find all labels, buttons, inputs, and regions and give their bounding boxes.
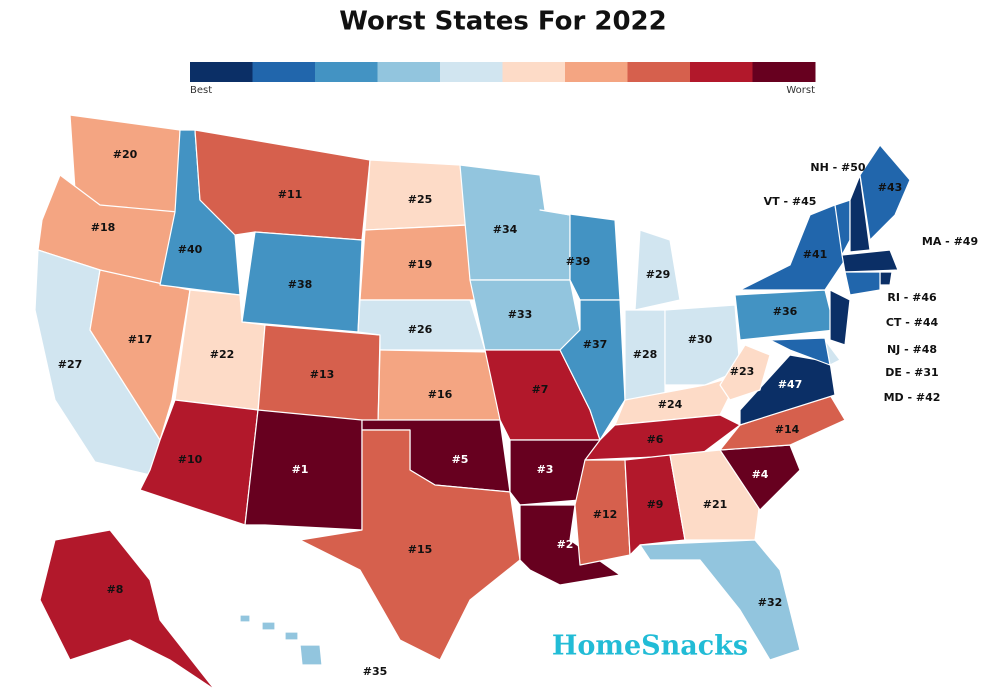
state-rank: DE - #31 bbox=[885, 366, 938, 379]
state bbox=[639, 539, 801, 661]
state-rank: #6 bbox=[647, 433, 664, 446]
state-rank: #21 bbox=[703, 498, 728, 511]
state-rank: #35 bbox=[363, 665, 388, 678]
state-rank: #43 bbox=[878, 181, 903, 194]
state-rank: #28 bbox=[633, 348, 658, 361]
state bbox=[509, 439, 601, 506]
state-rank: #22 bbox=[210, 348, 235, 361]
state-rank: #47 bbox=[778, 378, 803, 391]
state bbox=[559, 299, 626, 441]
state-rank: #30 bbox=[688, 333, 713, 346]
state-rank: #27 bbox=[58, 358, 83, 371]
state-rank: #34 bbox=[493, 223, 518, 236]
state bbox=[859, 144, 911, 241]
state-rank: #23 bbox=[730, 365, 755, 378]
state-rank: #16 bbox=[428, 388, 453, 401]
state-rank: NH - #50 bbox=[810, 161, 866, 174]
state-rank: #5 bbox=[452, 453, 469, 466]
state-rank: #26 bbox=[408, 323, 433, 336]
state bbox=[284, 631, 299, 641]
state bbox=[769, 337, 831, 366]
state-rank: #12 bbox=[593, 508, 618, 521]
legend-swatch bbox=[627, 62, 691, 82]
state bbox=[634, 229, 681, 311]
state bbox=[844, 271, 881, 296]
state-rank: #29 bbox=[646, 268, 671, 281]
title: Worst States For 2022 bbox=[339, 7, 667, 37]
legend-swatch bbox=[252, 62, 316, 82]
legend-swatch bbox=[502, 62, 566, 82]
labels: #20 #18 #27 #17 #40 #11 #38 #22 #13 #10 #1 #25 #19 #2… bbox=[58, 148, 978, 678]
state-rank: #9 bbox=[647, 498, 664, 511]
state bbox=[879, 271, 893, 286]
state bbox=[829, 289, 851, 346]
legend-high: Worst bbox=[786, 85, 815, 96]
state bbox=[841, 249, 899, 273]
legend-low: Best bbox=[190, 85, 212, 96]
state-rank: VT - #45 bbox=[764, 195, 817, 208]
state-rank: #3 bbox=[537, 463, 554, 476]
state-rank: #17 bbox=[128, 333, 153, 346]
state-rank: #8 bbox=[107, 583, 124, 596]
state-rank: NJ - #48 bbox=[887, 343, 937, 356]
state-rank: MA - #49 bbox=[922, 235, 978, 248]
state-rank: RI - #46 bbox=[887, 291, 937, 304]
state-rank: #13 bbox=[310, 368, 335, 381]
state bbox=[299, 644, 323, 666]
state-rank: #19 bbox=[408, 258, 433, 271]
state-rank: #24 bbox=[658, 398, 683, 411]
legend-swatch bbox=[315, 62, 378, 82]
state bbox=[739, 354, 836, 426]
state-rank: #15 bbox=[408, 543, 433, 556]
state bbox=[519, 504, 621, 586]
state-rank: #18 bbox=[91, 221, 116, 234]
state-rank: #10 bbox=[178, 453, 203, 466]
state bbox=[574, 459, 631, 566]
state-rank: CT - #44 bbox=[886, 316, 939, 329]
state-rank: #2 bbox=[557, 538, 574, 551]
legend-swatch bbox=[565, 62, 628, 82]
state bbox=[261, 621, 276, 631]
state bbox=[624, 454, 686, 556]
state bbox=[849, 174, 871, 253]
legend bbox=[190, 62, 816, 82]
state-rank: #7 bbox=[532, 383, 549, 396]
state bbox=[39, 529, 216, 691]
state-rank: #41 bbox=[803, 248, 828, 261]
state bbox=[664, 304, 741, 386]
state-rank: #14 bbox=[775, 423, 800, 436]
state-rank: #20 bbox=[113, 148, 138, 161]
legend-swatch bbox=[690, 62, 753, 82]
state-rank: #39 bbox=[566, 255, 591, 268]
state-rank: #4 bbox=[752, 468, 769, 481]
state bbox=[239, 614, 251, 623]
state-rank: #25 bbox=[408, 193, 433, 206]
state bbox=[719, 344, 771, 401]
state bbox=[739, 204, 846, 291]
state-rank: #1 bbox=[292, 463, 309, 476]
state-rank: #32 bbox=[758, 596, 783, 609]
state-rank: #33 bbox=[508, 308, 533, 321]
state-rank: #38 bbox=[288, 278, 313, 291]
legend-swatch bbox=[190, 62, 253, 82]
legend-swatch bbox=[377, 62, 441, 82]
legend-swatch bbox=[440, 62, 503, 82]
state-rank: #37 bbox=[583, 338, 608, 351]
state-rank: MD - #42 bbox=[884, 391, 941, 404]
state-rank: #11 bbox=[278, 188, 303, 201]
legend-swatch bbox=[752, 62, 816, 82]
state bbox=[299, 429, 521, 661]
logo: HomeSnacks bbox=[552, 631, 748, 662]
states bbox=[34, 114, 911, 691]
state-rank: #40 bbox=[178, 243, 203, 256]
state-rank: #36 bbox=[773, 305, 798, 318]
state bbox=[244, 409, 363, 531]
